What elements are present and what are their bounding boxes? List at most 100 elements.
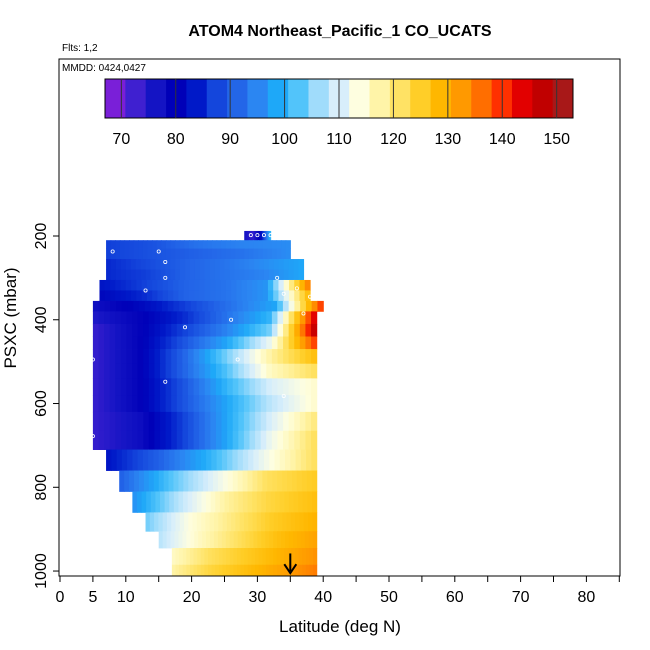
heatmap-cell [110,300,117,312]
heatmap-cell [132,311,139,325]
heatmap-cell [262,230,264,241]
heatmap-cell [175,564,180,576]
heatmap-cell [176,311,183,325]
heatmap-cell [120,363,128,379]
sample-point [90,357,95,362]
heatmap-cell [167,279,174,291]
heatmap-cell [266,336,273,350]
heatmap-cell [98,323,105,337]
heatmap-cell [121,300,129,312]
heatmap-cell [175,259,181,270]
heatmap-cell [258,449,265,471]
heatmap-cell [238,363,245,379]
heatmap-cell [131,279,137,291]
heatmap-cell [116,449,123,471]
heatmap-cell [192,491,198,513]
heatmap-cell [255,430,262,450]
heatmap-cell [164,491,170,513]
heatmap-cell [209,269,216,281]
heatmap-cell [202,531,207,549]
heatmap-cell [242,300,249,312]
heatmap-cell [288,323,295,337]
heatmap-cell [99,279,106,291]
heatmap-cell [154,512,159,532]
heatmap-cell [284,491,290,513]
heatmap-cell [277,311,284,325]
heatmap-cell [294,564,300,576]
heatmap-cell [120,349,128,365]
heatmap-cell [190,300,198,312]
heatmap-cell [187,491,193,513]
heatmap-cell [132,349,139,365]
heatmap-cell [160,323,167,337]
heatmap-cell [208,470,214,492]
heatmap-cell [298,269,305,281]
heatmap-cell [227,336,234,350]
heatmap-cell [230,248,236,260]
heatmap-cell [256,230,258,241]
heatmap-cell [98,311,105,325]
heatmap-cell [143,430,150,450]
heatmap-cell [175,248,181,260]
heatmap-cell [126,323,133,337]
heatmap-cell [126,411,133,432]
heatmap-cell [241,531,247,549]
heatmap-cell [281,240,287,249]
heatmap-cell [132,430,139,450]
heatmap-cell [294,311,301,325]
heatmap-cell [92,300,100,312]
heatmap-cell [134,470,140,492]
heatmap-cell [110,279,116,291]
heatmap-cell [144,300,152,312]
heatmap-cell [259,259,265,270]
heatmap-cell [148,395,156,413]
heatmap-cell [231,290,237,302]
heatmap-cell [255,323,262,337]
heatmap-cell [239,248,245,260]
heatmap-cell [160,363,167,379]
heatmap-cell [271,248,278,260]
heatmap-cell [283,259,290,270]
heatmap-cell [193,240,199,249]
heatmap-cell [249,411,256,432]
heatmap-cell [126,363,133,379]
heatmap-cell [275,491,281,513]
heatmap-cell [278,269,285,281]
heatmap-cell [155,269,161,281]
heatmap-cell [147,248,153,260]
heatmap-cell [186,531,191,549]
heatmap-cell [270,491,276,513]
heatmap-cell [259,300,267,312]
heatmap-cell [226,564,231,576]
heatmap-cell [278,512,284,532]
heatmap-cell [210,363,217,379]
heatmap-cell [249,336,256,350]
heatmap-cell [291,470,298,492]
heatmap-cell [143,311,150,325]
heatmap-cell [286,512,292,532]
heatmap-cell [131,290,137,302]
heatmap-cell [305,548,310,566]
heatmap-cell [249,349,256,365]
heatmap-cell [142,449,149,471]
heatmap-cell [183,290,190,302]
heatmap-cell [210,349,217,365]
heatmap-cell [250,230,253,241]
colorbar-tick-label: 130 [434,131,461,148]
profile-marker-arrow [283,553,298,575]
heatmap-cell [98,378,105,396]
heatmap-cell [298,491,304,513]
heatmap-cell [244,230,247,241]
heatmap-cell [299,323,307,337]
heatmap-cell [199,349,206,365]
heatmap-cell [255,564,260,576]
heatmap-cell [273,290,280,302]
heatmap-cell [104,349,111,365]
heatmap-cell [235,248,241,260]
chart-title: ATOM4 Northeast_Pacific_1 CO_UCATS [188,23,492,40]
heatmap-cell [283,269,290,281]
heatmap-cell [234,259,240,270]
heatmap-cell [136,491,143,513]
heatmap-cell [213,512,219,532]
